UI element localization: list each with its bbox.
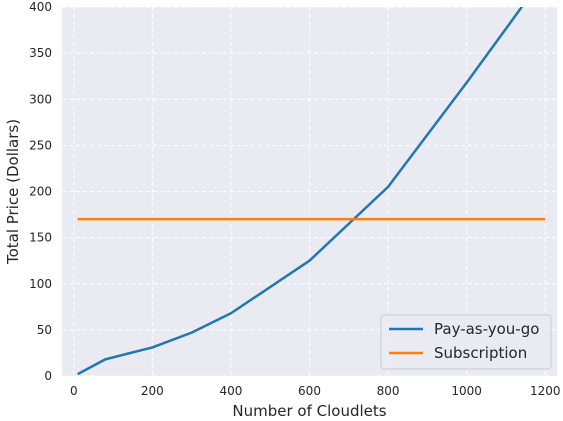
x-tick-labels: 0 200 400 600 800 1000 1200 <box>70 384 561 398</box>
y-tick-label: 150 <box>29 231 52 245</box>
x-axis-label: Number of Cloudlets <box>232 402 386 420</box>
x-tick-label: 200 <box>141 384 164 398</box>
grid-lines <box>62 6 557 377</box>
x-tick-label: 0 <box>70 384 78 398</box>
series-layer <box>77 7 546 376</box>
y-tick-label: 350 <box>29 46 52 60</box>
legend-box <box>380 314 552 370</box>
y-tick-label: 300 <box>29 92 52 106</box>
legend: Pay-as-you-go Subscription <box>380 314 552 370</box>
y-tick-label: 50 <box>37 323 52 337</box>
legend-label-pay-as-you-go: Pay-as-you-go <box>434 320 539 338</box>
x-tick-label: 1000 <box>451 384 482 398</box>
x-tick-label: 600 <box>298 384 321 398</box>
legend-label-subscription: Subscription <box>434 344 527 362</box>
x-tick-label: 1200 <box>530 384 561 398</box>
series-line-pay-as-you-go <box>77 7 524 376</box>
x-tick-label: 800 <box>377 384 400 398</box>
y-tick-label: 250 <box>29 138 52 152</box>
y-tick-label: 200 <box>29 185 52 199</box>
y-tick-label: 400 <box>29 0 52 14</box>
y-tick-label: 100 <box>29 277 52 291</box>
x-tick-label: 400 <box>219 384 242 398</box>
y-tick-labels: 0 50 100 150 200 250 300 350 400 <box>29 0 52 383</box>
y-axis-label: Total Price (Dollars) <box>4 119 22 265</box>
y-tick-label: 0 <box>44 369 52 383</box>
